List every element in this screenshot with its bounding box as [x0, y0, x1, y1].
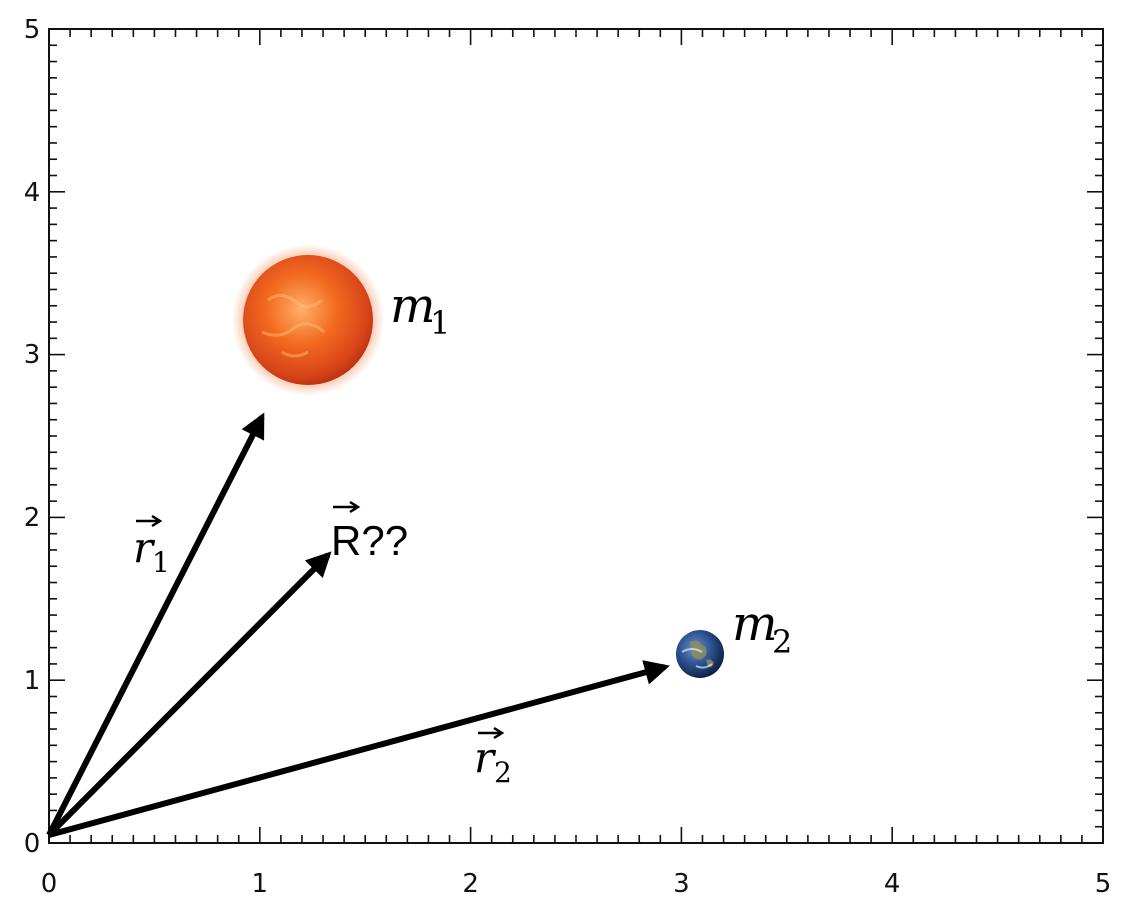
x-tick-label: 3 [673, 869, 690, 899]
axis-ticks [48, 28, 1104, 844]
label-m2: m 2 [732, 596, 792, 661]
y-tick-label: 2 [24, 503, 41, 533]
label-m1: m 1 [390, 278, 450, 342]
x-tick-label: 2 [462, 869, 479, 899]
x-tick-label: 0 [41, 869, 58, 899]
label-r1-sub: 1 [152, 546, 170, 579]
label-r1: r 1 [133, 514, 170, 579]
label-m2-sub: 2 [772, 623, 792, 661]
x-tick-label: 4 [884, 869, 901, 899]
y-tick-label: 4 [24, 178, 41, 208]
label-r2-base: r [474, 733, 497, 782]
label-m1-sub: 1 [430, 304, 450, 342]
sun-texture [261, 294, 325, 358]
earth-land [690, 640, 714, 668]
x-tick-labels: 0 1 2 3 4 5 [41, 869, 1112, 899]
earth-clouds [681, 648, 713, 669]
vector-arrow-icon [333, 500, 361, 514]
vector-arrow-icon [136, 514, 163, 528]
vector-r1-arrow [46, 412, 265, 837]
label-r1-base: r [133, 523, 156, 572]
y-tick-label: 5 [24, 15, 41, 45]
plot-frame [48, 28, 1104, 844]
vector-arrow-icon [478, 726, 505, 740]
x-tick-label: 5 [1095, 869, 1112, 899]
sun-icon [243, 255, 373, 385]
y-tick-label: 0 [24, 829, 41, 859]
label-R-text: R?? [331, 517, 408, 564]
label-m2-base: m [732, 596, 778, 652]
vector-R-arrow [46, 551, 332, 838]
vector-r2-arrow [48, 660, 670, 838]
sun [232, 244, 384, 396]
label-m1-base: m [390, 278, 436, 334]
y-tick-label: 3 [24, 340, 41, 370]
earth [676, 630, 724, 678]
x-tick-label: 1 [252, 869, 269, 899]
label-R: R?? [331, 500, 408, 564]
y-tick-label: 1 [24, 666, 41, 696]
y-tick-labels: 0 1 2 3 4 5 [24, 15, 41, 859]
label-r2-sub: 2 [494, 756, 512, 789]
label-r2: r 2 [474, 726, 512, 789]
